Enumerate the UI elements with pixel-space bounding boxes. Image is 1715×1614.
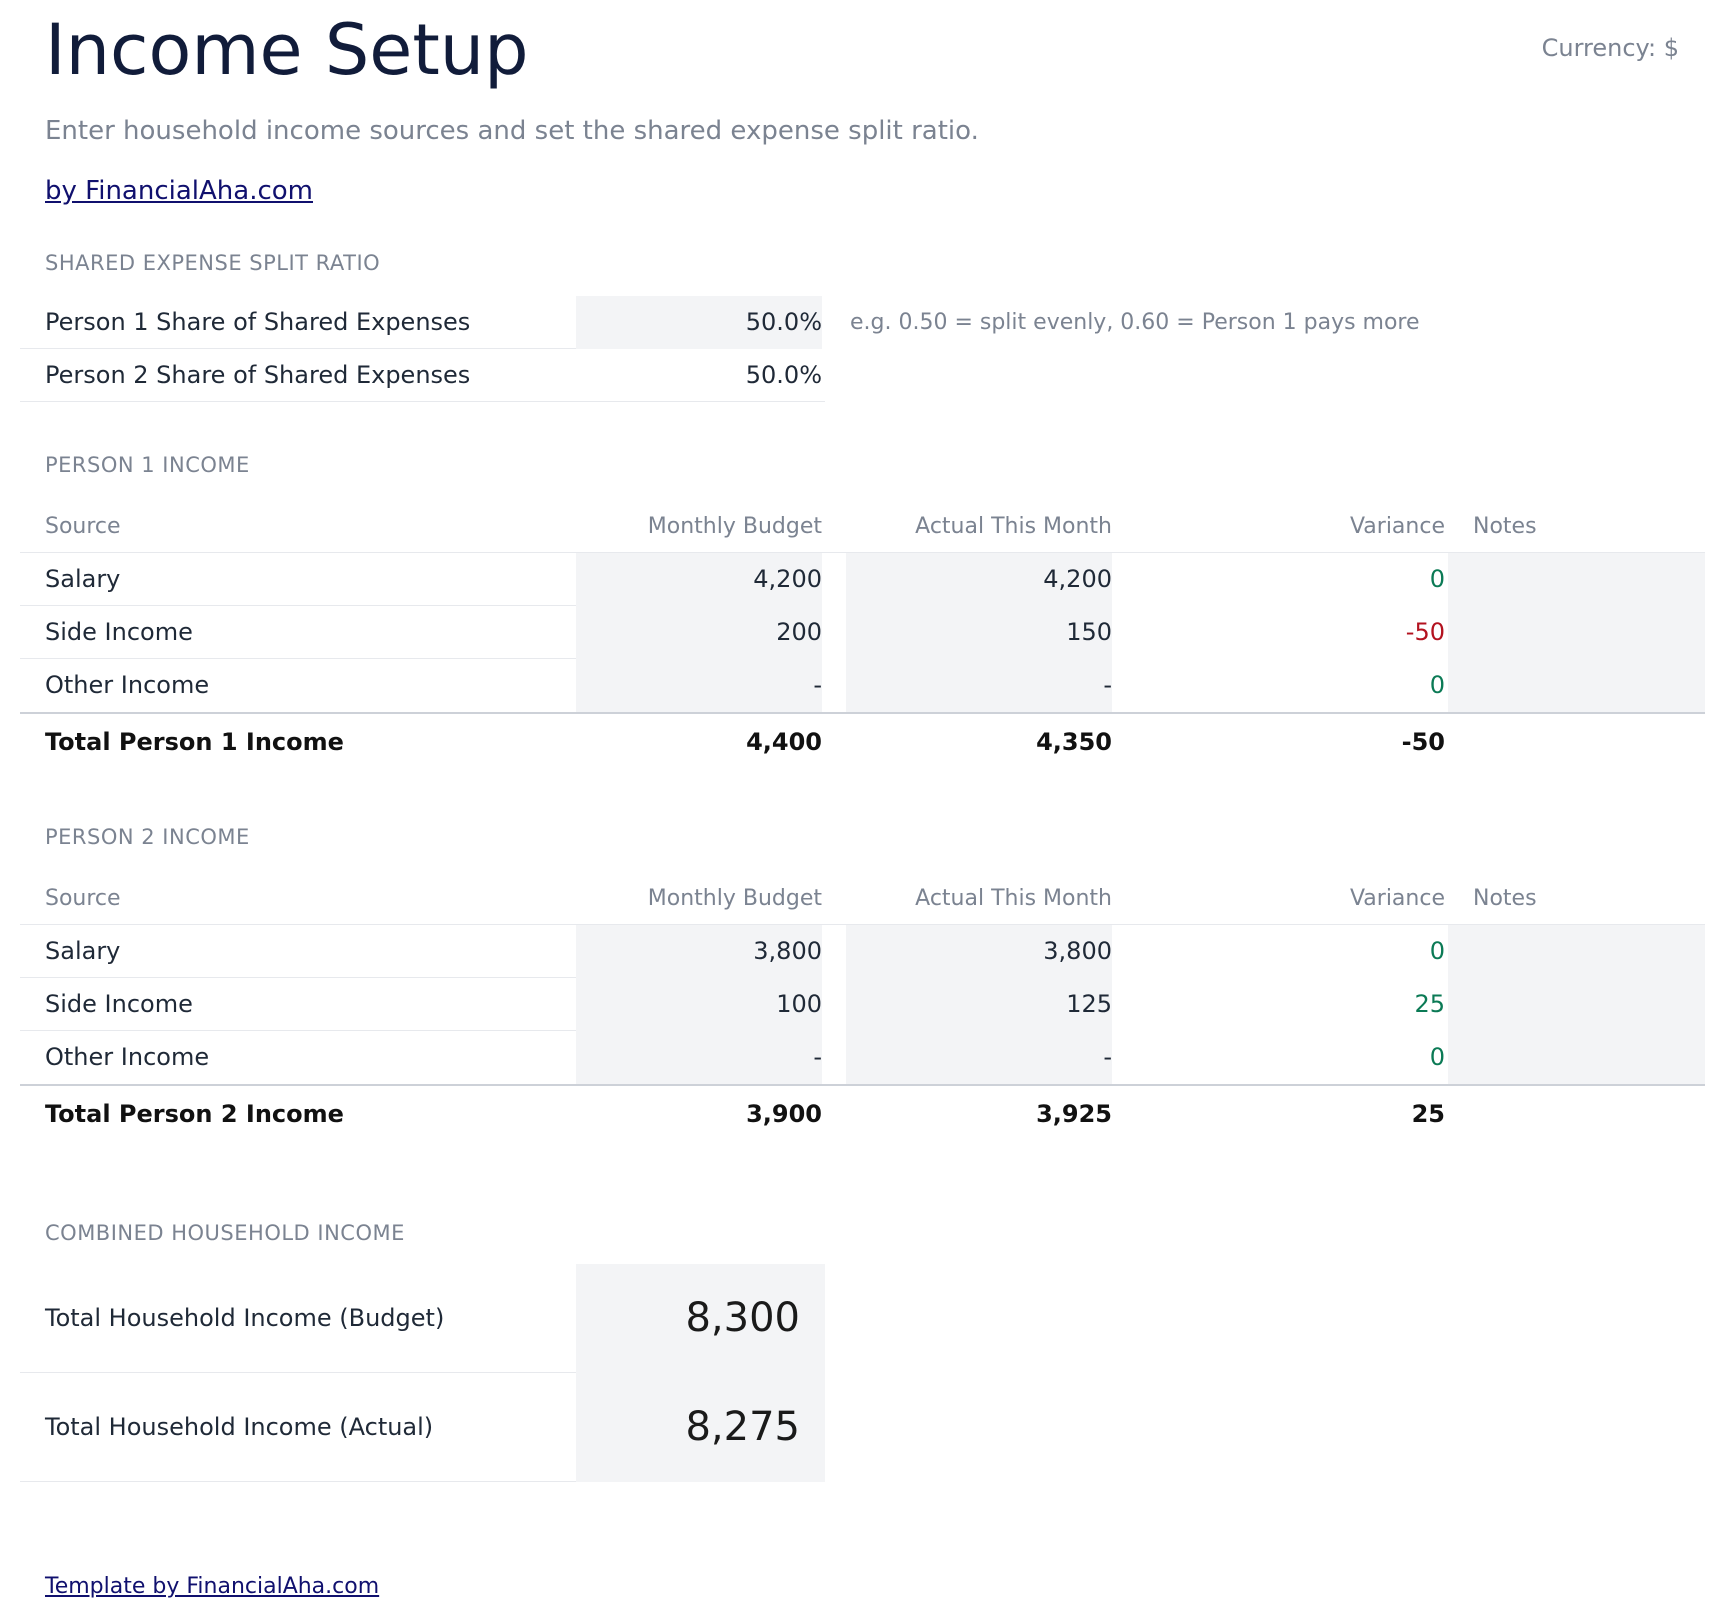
source-cell: Other Income	[45, 671, 210, 699]
person2-total-row: Total Person 2 Income 3,900 3,925 25	[20, 1084, 1705, 1146]
notes-input[interactable]	[1448, 553, 1705, 606]
notes-input[interactable]	[1448, 978, 1705, 1031]
budget-input[interactable]: 4,200	[576, 553, 822, 606]
col-source-header: Source	[45, 514, 121, 539]
variance-cell: 0	[1429, 671, 1445, 699]
actual-input[interactable]: 150	[846, 606, 1112, 659]
split-person1-label: Person 1 Share of Shared Expenses	[45, 308, 471, 336]
col-variance-header: Variance	[1349, 514, 1445, 539]
total-label: Total Person 2 Income	[45, 1100, 344, 1128]
table-row: Salary 4,200 4,200 0	[20, 553, 1705, 606]
variance-cell: 0	[1429, 1043, 1445, 1071]
variance-cell: 0	[1429, 565, 1445, 593]
combined-section-label: COMBINED HOUSEHOLD INCOME	[45, 1221, 405, 1245]
col-notes-header: Notes	[1473, 514, 1537, 539]
combined-budget-label: Total Household Income (Budget)	[45, 1304, 445, 1332]
total-divider	[20, 712, 1705, 714]
person1-section-label: PERSON 1 INCOME	[45, 453, 250, 477]
variance-cell: 25	[1414, 990, 1445, 1018]
notes-input[interactable]	[1448, 659, 1705, 712]
table-row: Side Income 100 125 25	[20, 978, 1705, 1031]
total-actual: 4,350	[1036, 728, 1112, 756]
row-divider	[20, 977, 576, 978]
total-budget: 4,400	[746, 728, 822, 756]
person1-total-row: Total Person 1 Income 4,400 4,350 -50	[20, 712, 1705, 774]
total-variance: 25	[1411, 1100, 1445, 1128]
row-divider	[20, 605, 576, 606]
person1-table-header: Source Monthly Budget Actual This Month …	[20, 500, 1705, 553]
col-budget-header: Monthly Budget	[647, 514, 822, 539]
split-ratio-hint: e.g. 0.50 = split evenly, 0.60 = Person …	[850, 310, 1420, 335]
variance-cell: -50	[1405, 618, 1445, 646]
table-row: Salary 3,800 3,800 0	[20, 925, 1705, 978]
row-divider	[20, 401, 825, 402]
split-row-person1: Person 1 Share of Shared Expenses 50.0%	[20, 296, 1705, 349]
actual-input[interactable]: 4,200	[846, 553, 1112, 606]
col-actual-header: Actual This Month	[915, 886, 1112, 911]
budget-input[interactable]: 100	[576, 978, 822, 1031]
total-actual: 3,925	[1036, 1100, 1112, 1128]
by-financialaha-link[interactable]: by FinancialAha.com	[45, 176, 313, 206]
col-source-header: Source	[45, 886, 121, 911]
split-person2-label: Person 2 Share of Shared Expenses	[45, 361, 471, 389]
notes-input[interactable]	[1448, 606, 1705, 659]
row-divider	[20, 924, 1705, 925]
notes-input[interactable]	[1448, 1031, 1705, 1084]
variance-cell: 0	[1429, 937, 1445, 965]
budget-input[interactable]: -	[576, 1031, 822, 1084]
combined-budget-value: 8,300	[576, 1264, 825, 1373]
col-budget-header: Monthly Budget	[647, 886, 822, 911]
budget-input[interactable]: 3,800	[576, 925, 822, 978]
budget-input[interactable]: -	[576, 659, 822, 712]
total-label: Total Person 1 Income	[45, 728, 344, 756]
source-cell: Side Income	[45, 990, 193, 1018]
budget-input[interactable]: 200	[576, 606, 822, 659]
row-divider	[20, 658, 576, 659]
total-budget: 3,900	[746, 1100, 822, 1128]
col-variance-header: Variance	[1349, 886, 1445, 911]
row-divider	[20, 1372, 576, 1373]
actual-input[interactable]: 3,800	[846, 925, 1112, 978]
table-row: Other Income - - 0	[20, 659, 1705, 712]
row-divider	[20, 1030, 576, 1031]
table-row: Side Income 200 150 -50	[20, 606, 1705, 659]
row-divider	[20, 1481, 576, 1482]
currency-indicator: Currency: $	[1541, 34, 1679, 62]
source-cell: Other Income	[45, 1043, 210, 1071]
notes-input[interactable]	[1448, 925, 1705, 978]
split-person2-value: 50.0%	[745, 361, 822, 389]
combined-actual-row: Total Household Income (Actual) 8,275	[20, 1373, 825, 1482]
source-cell: Side Income	[45, 618, 193, 646]
row-divider	[20, 552, 1705, 553]
template-credit-link[interactable]: Template by FinancialAha.com	[45, 1574, 380, 1599]
split-person1-input[interactable]: 50.0%	[576, 296, 822, 349]
col-actual-header: Actual This Month	[915, 514, 1112, 539]
row-divider	[20, 348, 576, 349]
total-variance: -50	[1401, 728, 1445, 756]
actual-input[interactable]: -	[846, 1031, 1112, 1084]
split-row-person2: Person 2 Share of Shared Expenses 50.0%	[20, 349, 1705, 402]
page-subtitle: Enter household income sources and set t…	[45, 116, 979, 146]
person2-section-label: PERSON 2 INCOME	[45, 825, 250, 849]
combined-budget-row: Total Household Income (Budget) 8,300	[20, 1264, 825, 1373]
page-title: Income Setup	[45, 9, 529, 91]
source-cell: Salary	[45, 937, 121, 965]
actual-input[interactable]: 125	[846, 978, 1112, 1031]
combined-actual-value: 8,275	[576, 1373, 825, 1482]
person2-table-header: Source Monthly Budget Actual This Month …	[20, 872, 1705, 925]
source-cell: Salary	[45, 565, 121, 593]
split-ratio-section-label: SHARED EXPENSE SPLIT RATIO	[45, 251, 381, 275]
combined-actual-label: Total Household Income (Actual)	[45, 1413, 434, 1441]
table-row: Other Income - - 0	[20, 1031, 1705, 1084]
total-divider	[20, 1084, 1705, 1086]
actual-input[interactable]: -	[846, 659, 1112, 712]
col-notes-header: Notes	[1473, 886, 1537, 911]
